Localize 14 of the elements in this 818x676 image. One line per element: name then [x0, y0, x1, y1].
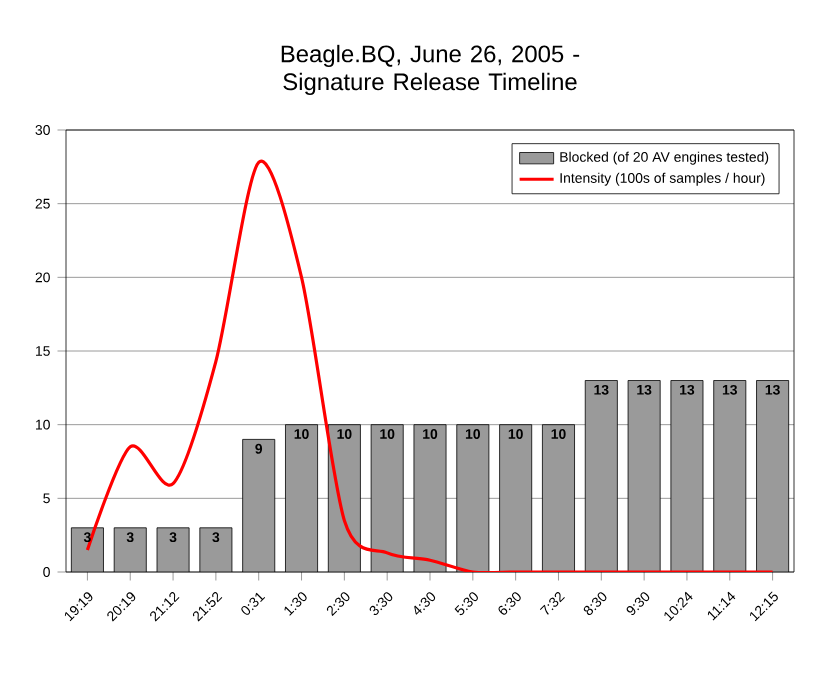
- bar: [285, 424, 318, 572]
- bar: [114, 527, 147, 572]
- bar: [456, 424, 489, 572]
- chart-title: Beagle.BQ, June 26, 2005 - Signature Release Timeline: [281, 44, 580, 96]
- bar: [242, 439, 275, 572]
- bar: [371, 424, 404, 572]
- bar: [628, 380, 661, 572]
- bar: [199, 527, 232, 572]
- bar: [499, 424, 532, 572]
- bar: [585, 380, 618, 572]
- bar: [542, 424, 575, 572]
- bar: [713, 380, 746, 572]
- bar: [756, 380, 790, 572]
- bar: [670, 380, 704, 572]
